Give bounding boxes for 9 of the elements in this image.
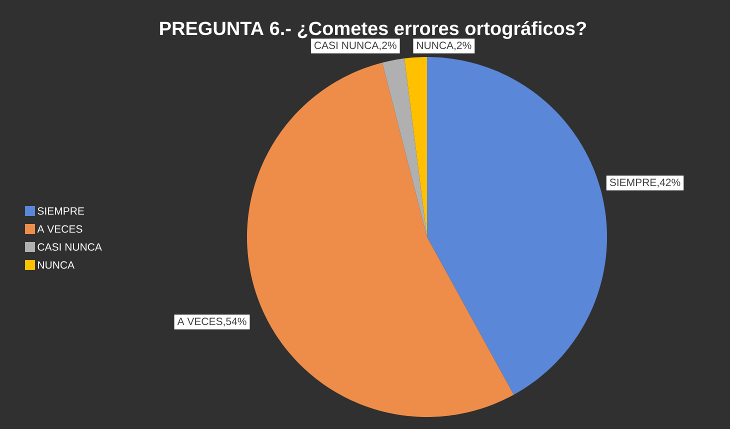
- data-label: NUNCA,2%: [417, 42, 472, 50]
- legend-label: NUNCA: [38, 261, 75, 269]
- data-label: CASI NUNCA,2%: [314, 42, 396, 50]
- legend-label: SIEMPRE: [38, 207, 84, 215]
- chart-title: PREGUNTA 6.- ¿Cometes errores ortográficos?: [160, 21, 586, 39]
- legend-label: CASI NUNCA: [38, 243, 102, 251]
- data-label: SIEMPRE,42%: [610, 178, 680, 188]
- data-label: A VECES,54%: [177, 318, 246, 326]
- legend-label: A VECES: [37, 225, 82, 233]
